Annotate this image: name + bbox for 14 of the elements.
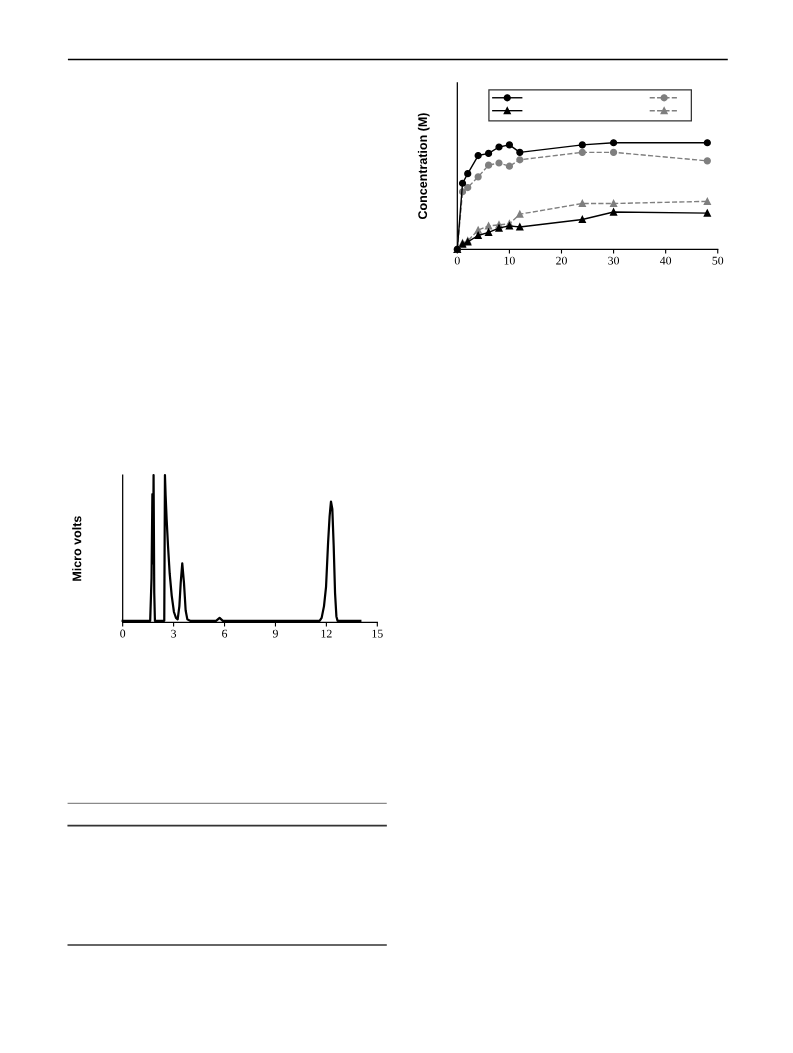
x-tick-label: 0 <box>120 629 126 638</box>
x-tick-label: 3 <box>171 629 177 638</box>
x-tick-label: 15 <box>372 629 383 638</box>
x-tick-label: 30 <box>608 256 620 265</box>
x-tick-label: 10 <box>504 256 515 265</box>
x-tick-label: 9 <box>272 629 278 638</box>
x-tick-label: 40 <box>659 256 672 265</box>
x-tick-label: 0 <box>454 256 460 265</box>
y-axis-title: Concentration (M) <box>417 113 430 220</box>
x-tick-label: 6 <box>222 629 228 638</box>
y-axis-title: Micro volts <box>72 516 82 581</box>
x-tick-label: 20 <box>556 256 567 265</box>
x-tick-label: 12 <box>321 629 332 638</box>
x-tick-label: 50 <box>712 256 724 265</box>
